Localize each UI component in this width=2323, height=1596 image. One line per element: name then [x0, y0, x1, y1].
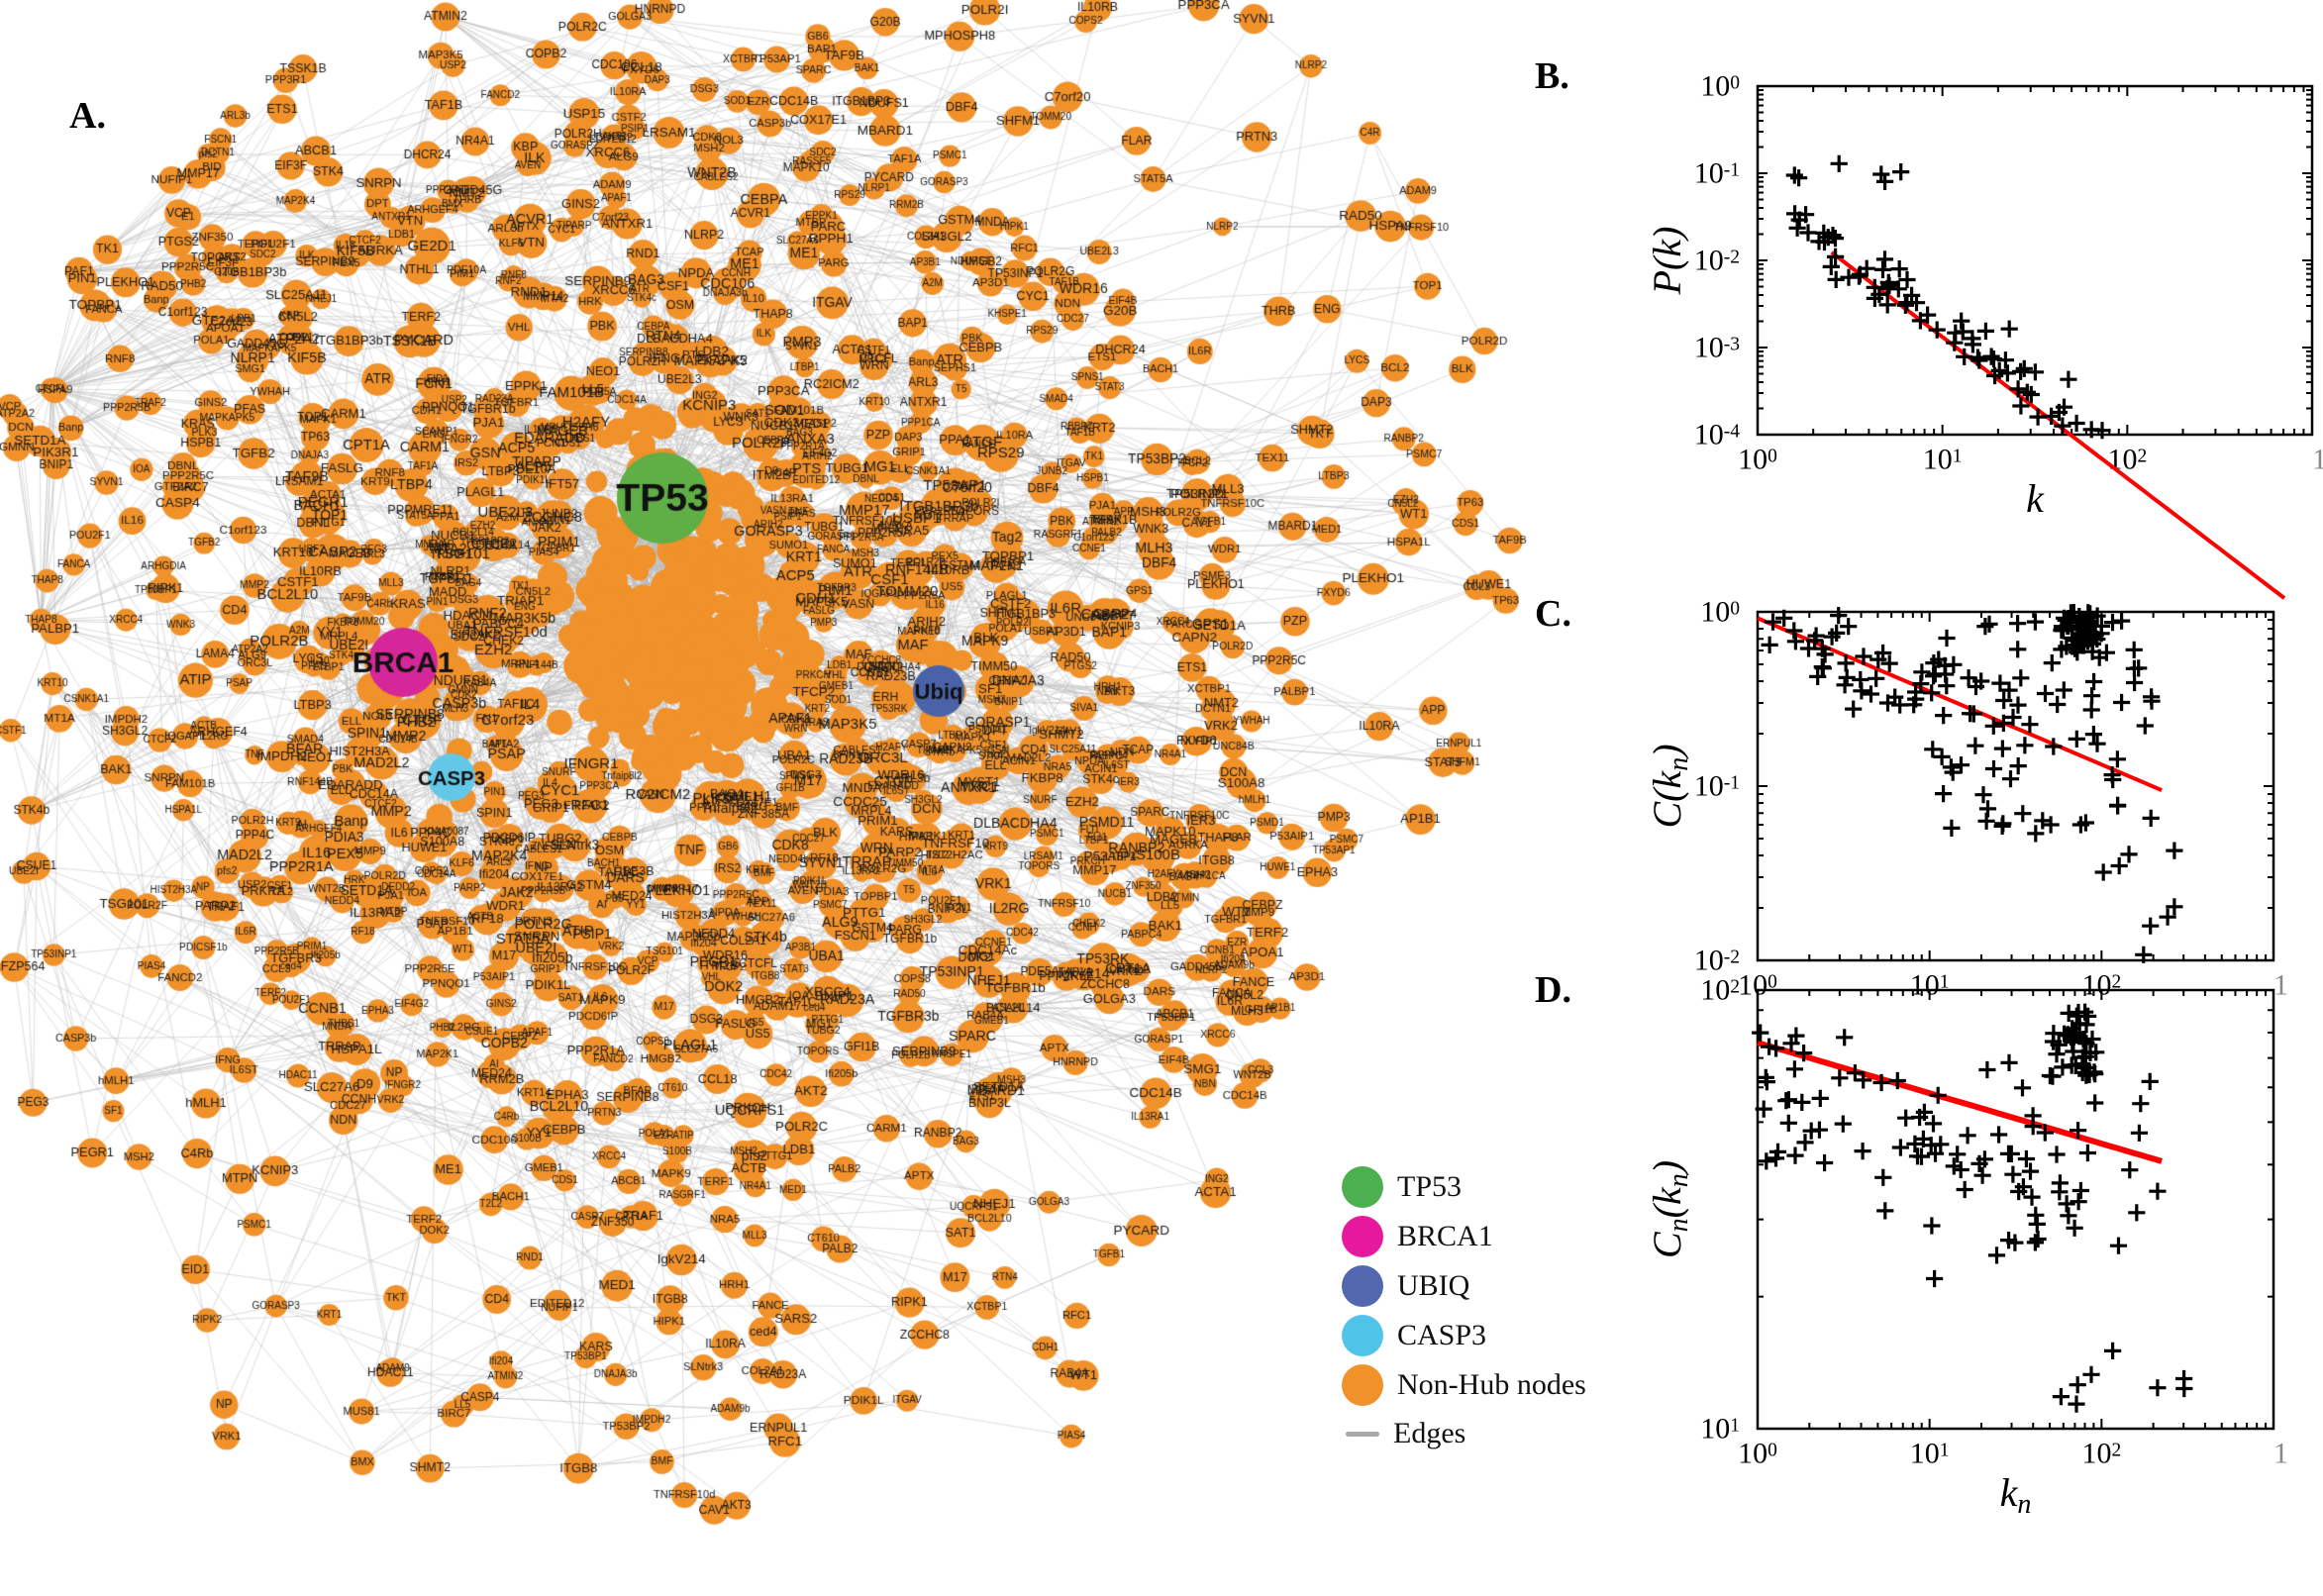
svg-text:101: 101: [1923, 444, 1963, 476]
svg-text:10-2: 10-2: [1694, 245, 1740, 277]
svg-text:102: 102: [1700, 974, 1740, 1007]
svg-text:1: 1: [2312, 444, 2323, 476]
svg-text:1: 1: [2273, 1438, 2288, 1470]
svg-text:10-1: 10-1: [1694, 770, 1740, 803]
svg-text:10-1: 10-1: [1694, 157, 1740, 190]
svg-text:kn: kn: [2000, 1470, 2032, 1520]
svg-text:10-4: 10-4: [1694, 419, 1740, 451]
svg-text:C(kn): C(kn): [1645, 744, 1694, 828]
svg-text:101: 101: [1910, 1438, 1950, 1470]
svg-text:10-2: 10-2: [1694, 945, 1740, 977]
svg-text:101: 101: [1700, 1413, 1740, 1446]
svg-text:102: 102: [2081, 1438, 2121, 1470]
svg-text:100: 100: [1700, 596, 1740, 629]
svg-text:k: k: [2026, 476, 2045, 521]
svg-text:100: 100: [1738, 1438, 1777, 1470]
svg-text:100: 100: [1700, 70, 1740, 103]
svg-text:10-3: 10-3: [1694, 332, 1740, 364]
svg-text:P(k): P(k): [1645, 227, 1689, 296]
svg-text:100: 100: [1738, 444, 1777, 476]
svg-text:102: 102: [2107, 444, 2147, 476]
